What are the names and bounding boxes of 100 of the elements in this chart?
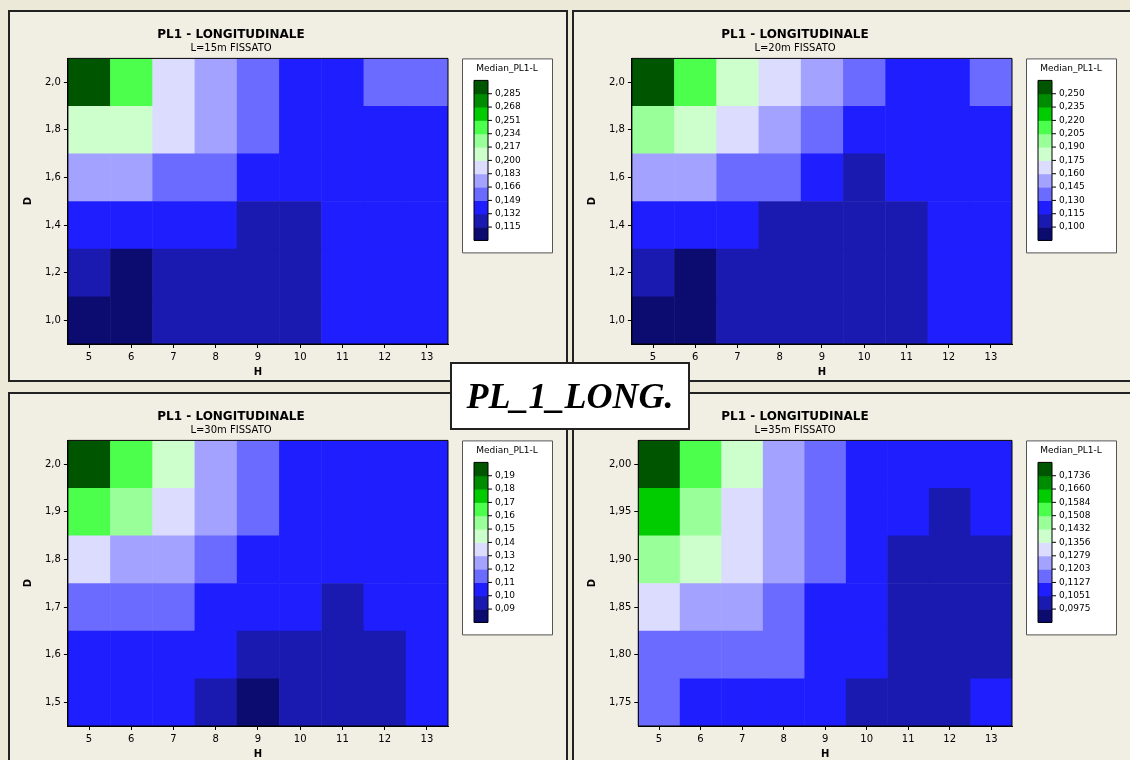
x-tick-label: 9 bbox=[818, 350, 826, 362]
y-tick-label: 1,6 bbox=[45, 170, 61, 182]
color-bar-label: 0,115 bbox=[1059, 208, 1085, 219]
y-tick-label: 1,9 bbox=[45, 505, 61, 517]
color-bar-title: Median_PL1-L bbox=[1040, 444, 1102, 455]
x-tick-label: 6 bbox=[128, 732, 135, 744]
y-tick-label: 1,5 bbox=[45, 695, 61, 707]
x-tick-label: 6 bbox=[697, 732, 704, 744]
color-bar-label: 0,1432 bbox=[1059, 523, 1091, 534]
color-bar-label: 0,220 bbox=[1059, 114, 1086, 125]
y-tick-label: 2,0 bbox=[45, 75, 61, 87]
x-tick-label: 5 bbox=[655, 732, 663, 744]
color-bar-label: 0,13 bbox=[495, 550, 516, 561]
color-bar-title: Median_PL1-L bbox=[476, 444, 538, 455]
color-bar-label: 0,15 bbox=[495, 523, 516, 534]
x-tick-label: 12 bbox=[942, 350, 956, 362]
x-tick-label: 11 bbox=[900, 350, 913, 362]
y-axis-title: D bbox=[585, 197, 597, 206]
y-tick-label: 1,8 bbox=[45, 552, 61, 564]
y-tick-label: 1,90 bbox=[609, 552, 632, 564]
color-bar-label: 0,190 bbox=[1059, 141, 1086, 152]
x-tick-label: 10 bbox=[293, 350, 307, 362]
color-bar-label: 0,149 bbox=[495, 194, 522, 205]
y-tick-label: 1,75 bbox=[609, 695, 632, 707]
color-bar-label: 0,1051 bbox=[1059, 590, 1091, 601]
color-bar-label: 0,145 bbox=[1059, 181, 1085, 192]
color-bar-label: 0,115 bbox=[495, 221, 521, 232]
color-bar-label: 0,10 bbox=[495, 590, 516, 601]
color-bar-label: 0,132 bbox=[495, 208, 521, 219]
chart-subtitle: L=20m FISSATO bbox=[754, 41, 836, 53]
y-axis-title: D bbox=[585, 579, 597, 588]
color-bar-label: 0,11 bbox=[495, 576, 516, 587]
x-tick-label: 9 bbox=[254, 732, 262, 744]
x-tick-label: 10 bbox=[860, 732, 874, 744]
color-bar-label: 0,285 bbox=[495, 88, 521, 99]
color-bar-title: Median_PL1-L bbox=[1040, 62, 1102, 73]
x-axis-title: H bbox=[253, 747, 263, 759]
x-tick-label: 6 bbox=[128, 350, 135, 362]
x-tick-label: 5 bbox=[85, 350, 93, 362]
x-axis-title: H bbox=[253, 365, 263, 377]
color-bar-label: 0,183 bbox=[495, 168, 521, 179]
y-tick-label: 2,0 bbox=[45, 457, 61, 469]
color-bar-label: 0,12 bbox=[495, 563, 516, 574]
x-tick-label: 10 bbox=[857, 350, 871, 362]
y-tick-label: 1,2 bbox=[609, 266, 625, 278]
y-tick-label: 1,80 bbox=[609, 648, 632, 660]
color-bar-label: 0,200 bbox=[495, 154, 522, 165]
x-tick-label: 13 bbox=[984, 350, 998, 362]
chart-title: PL1 - LONGITUDINALE bbox=[721, 27, 869, 42]
color-bar-label: 0,166 bbox=[495, 181, 522, 192]
color-bar-label: 0,1584 bbox=[1059, 496, 1091, 507]
chart-title: PL1 - LONGITUDINALE bbox=[157, 409, 305, 424]
color-bar-label: 0,1279 bbox=[1059, 550, 1091, 561]
color-bar-label: 0,1203 bbox=[1059, 563, 1091, 574]
x-tick-label: 7 bbox=[170, 732, 177, 744]
color-bar-label: 0,235 bbox=[1059, 101, 1085, 112]
color-bar-label: 0,0975 bbox=[1059, 603, 1091, 614]
color-bar-title: Median_PL1-L bbox=[476, 62, 538, 73]
color-bar-label: 0,100 bbox=[1059, 221, 1086, 232]
y-axis-title: D bbox=[21, 197, 33, 206]
x-tick-label: 6 bbox=[692, 350, 699, 362]
y-tick-label: 1,6 bbox=[609, 170, 625, 182]
color-bar-label: 0,1660 bbox=[1059, 483, 1091, 494]
x-tick-label: 13 bbox=[420, 732, 434, 744]
x-tick-label: 7 bbox=[738, 732, 746, 744]
x-tick-label: 13 bbox=[984, 732, 998, 744]
y-tick-label: 1,4 bbox=[45, 218, 61, 230]
y-tick-label: 1,6 bbox=[45, 648, 61, 660]
x-tick-label: 8 bbox=[212, 350, 219, 362]
color-bar-label: 0,205 bbox=[1059, 128, 1085, 139]
y-axis-title: D bbox=[21, 579, 33, 588]
y-tick-label: 1,7 bbox=[45, 600, 61, 612]
x-tick-label: 13 bbox=[420, 350, 434, 362]
x-tick-label: 11 bbox=[901, 732, 915, 744]
color-bar-label: 0,250 bbox=[1059, 88, 1086, 99]
y-tick-label: 1,8 bbox=[609, 123, 625, 135]
x-tick-label: 12 bbox=[378, 350, 392, 362]
x-tick-label: 7 bbox=[734, 350, 741, 362]
x-axis-title: H bbox=[817, 365, 827, 377]
chart-subtitle: L=30m FISSATO bbox=[190, 423, 272, 435]
color-bar-label: 0,217 bbox=[495, 141, 521, 152]
y-tick-label: 1,8 bbox=[45, 123, 61, 135]
color-bar-label: 0,130 bbox=[1059, 194, 1086, 205]
x-tick-label: 8 bbox=[212, 732, 219, 744]
color-bar-label: 0,18 bbox=[495, 483, 516, 494]
x-tick-label: 5 bbox=[85, 732, 93, 744]
y-tick-label: 1,2 bbox=[45, 266, 61, 278]
color-bar-label: 0,1508 bbox=[1059, 510, 1091, 521]
color-bar-label: 0,251 bbox=[495, 114, 521, 125]
x-tick-label: 8 bbox=[776, 350, 783, 362]
x-tick-label: 5 bbox=[649, 350, 657, 362]
chart-subtitle: L=35m FISSATO bbox=[754, 423, 836, 435]
y-tick-label: 1,4 bbox=[609, 218, 625, 230]
x-tick-label: 12 bbox=[378, 732, 392, 744]
x-tick-label: 9 bbox=[821, 732, 829, 744]
color-bar-label: 0,14 bbox=[495, 536, 516, 547]
text: PL_1_LONG. bbox=[450, 362, 690, 430]
color-bar-label: 0,09 bbox=[495, 603, 516, 614]
color-bar-label: 0,268 bbox=[495, 101, 522, 112]
color-bar-label: 0,1736 bbox=[1059, 470, 1091, 481]
